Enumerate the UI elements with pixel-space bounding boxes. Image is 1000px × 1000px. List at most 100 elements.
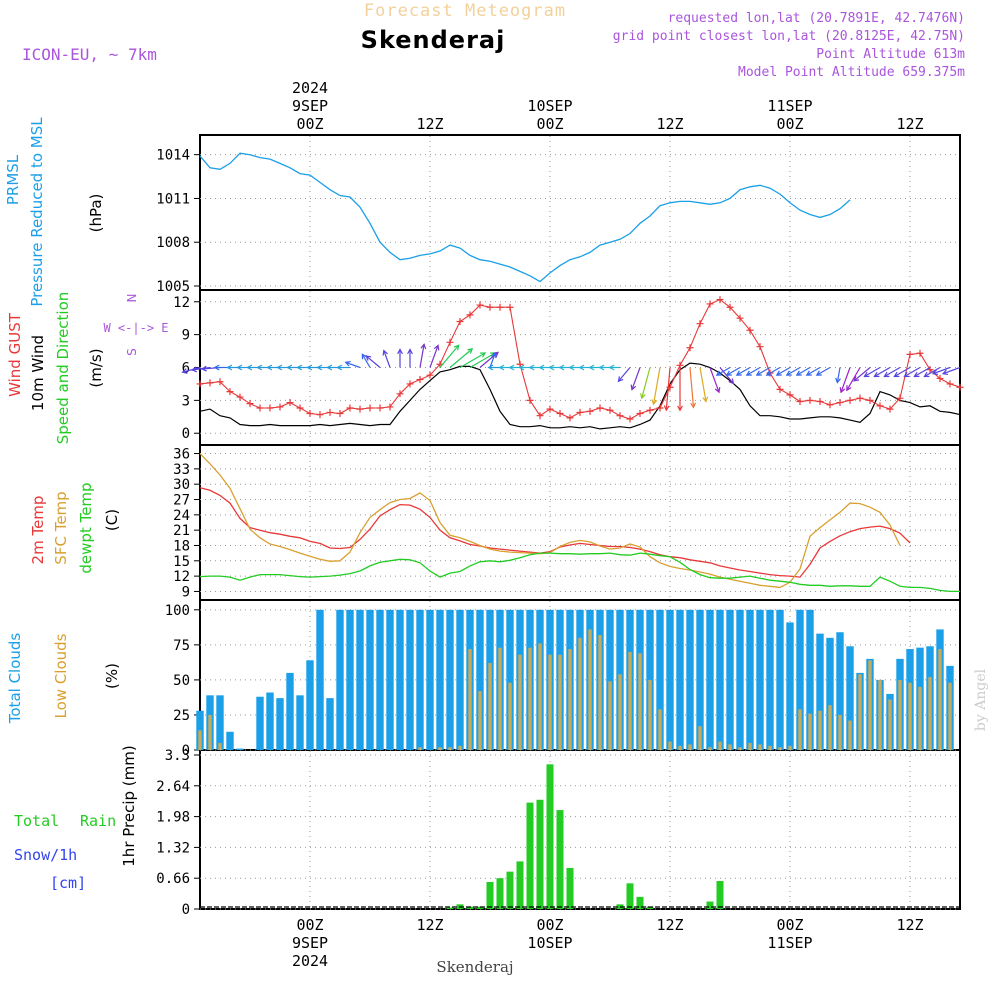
wind-arrow-head xyxy=(617,376,624,383)
low-cloud-bar xyxy=(678,745,682,750)
wind-arrow-shaft xyxy=(419,344,425,368)
wind-arrow-shaft xyxy=(756,366,771,376)
low-cloud-bar xyxy=(598,635,602,750)
y-tick-label: 33 xyxy=(173,462,190,478)
low-cloud-bar xyxy=(808,713,812,750)
gust-marker xyxy=(256,404,264,412)
total-cloud-bar xyxy=(746,609,754,750)
wind-arrow-head xyxy=(725,370,732,376)
gust-marker xyxy=(476,301,484,309)
total-cloud-bar xyxy=(336,609,344,750)
wind-arrow-head xyxy=(835,377,841,384)
low-cloud-bar xyxy=(558,654,562,750)
wind-arrow-head xyxy=(433,344,440,351)
gust-marker xyxy=(606,406,614,414)
gust-marker xyxy=(696,320,704,328)
low-cloud-bar xyxy=(908,682,912,750)
gust-marker xyxy=(326,408,334,416)
wind-arrow-head xyxy=(181,368,188,374)
pressure-ylabel: (hPa) xyxy=(87,194,105,233)
rain-bar xyxy=(446,907,454,909)
total-cloud-bar xyxy=(476,609,484,750)
rain-bar xyxy=(466,906,474,909)
wind-arrow-shaft xyxy=(884,366,901,378)
wind-arrow-head xyxy=(931,369,939,376)
gust-marker xyxy=(846,396,854,404)
wind-arrow-head xyxy=(420,343,427,350)
wind-arrow-head xyxy=(480,352,487,358)
total-cloud-bar xyxy=(796,609,804,750)
low-cloud-bar xyxy=(828,705,832,750)
wind-arrow-head xyxy=(853,375,860,382)
wind-arrow-head xyxy=(256,364,263,371)
wind-arrow-shaft xyxy=(776,366,791,376)
rain-bar xyxy=(506,871,514,909)
y-tick-label: 0 xyxy=(182,902,190,918)
gust-marker xyxy=(246,400,254,408)
wind-arrow-shaft xyxy=(689,367,695,408)
wind-arrow-head xyxy=(397,348,403,355)
total-cloud-bar xyxy=(396,609,404,750)
low-cloud-bar xyxy=(748,742,752,750)
gust-marker xyxy=(576,408,584,416)
y-tick-label: 3.3 xyxy=(165,748,190,764)
low-cloud-bar xyxy=(738,747,742,750)
gust-marker xyxy=(716,296,724,304)
wind-arrow-shaft xyxy=(383,350,391,368)
low-cloud-bar xyxy=(878,679,882,750)
gust-marker xyxy=(666,383,674,391)
gust-marker xyxy=(416,376,424,384)
total-cloud-bar xyxy=(276,698,284,750)
gust-marker xyxy=(746,326,754,334)
time-tick-label-bottom: 11SEP xyxy=(767,934,812,952)
gust-marker xyxy=(726,303,734,311)
wind-arrow-head xyxy=(344,360,351,367)
pressure-title: PRMSL xyxy=(4,154,22,205)
low-cloud-bar xyxy=(218,742,222,750)
low-cloud-bar xyxy=(928,677,932,750)
total-cloud-bar xyxy=(256,696,264,750)
low-cloud-bar xyxy=(848,720,852,750)
rain-bar xyxy=(566,867,574,909)
wind-arrow-shaft xyxy=(736,366,751,376)
total-cloud-bar xyxy=(266,692,274,750)
wind-arrow-head xyxy=(578,364,585,371)
gust-marker xyxy=(616,412,624,420)
wind10-title: 10m Wind xyxy=(29,335,47,411)
wind-arrow-head xyxy=(755,370,762,376)
wind-arrow-head xyxy=(246,364,253,371)
low-cloud-bar xyxy=(858,674,862,750)
gust-marker xyxy=(826,401,834,409)
wind-arrow-head xyxy=(702,396,709,403)
chart-subtitle: Forecast Meteogram xyxy=(364,1,566,21)
wind-arrow-head xyxy=(588,364,595,371)
precip-snow-label: Snow/1h xyxy=(14,846,77,864)
wind-arrow-shaft xyxy=(617,367,631,382)
time-tick-label-top: 12Z xyxy=(416,115,443,133)
rain-bar xyxy=(716,881,724,909)
low-cloud-bar xyxy=(628,651,632,750)
y-tick-label: 0 xyxy=(182,743,190,759)
gust-marker xyxy=(516,360,524,368)
dewpt-title: dewpt Temp xyxy=(77,482,95,573)
wind-arrow-shaft xyxy=(796,366,811,376)
gust-marker xyxy=(446,338,454,346)
wind-arrow-head xyxy=(491,351,497,359)
wind-arrow-head xyxy=(795,370,802,376)
y-tick-label: 15 xyxy=(173,554,190,570)
wind-arrow-head xyxy=(276,364,283,371)
wind-arrow-head xyxy=(306,364,313,371)
total-cloud-bar xyxy=(756,609,764,750)
y-tick-label: 9 xyxy=(182,584,190,600)
compass-axis: W <-|-> E xyxy=(103,321,168,335)
wind-arrow-shaft xyxy=(489,352,496,368)
gridpoint-coords: grid point closest lon,lat (20.8125E, 42… xyxy=(613,29,965,44)
gust-marker xyxy=(796,397,804,405)
wind-arrow-head xyxy=(236,364,243,371)
pressure-subtitle: Pressure Reduced to MSL xyxy=(28,117,46,307)
low-cloud-bar xyxy=(208,714,212,750)
total-cloud-bar xyxy=(726,609,734,750)
wind-arrow-head xyxy=(316,364,323,371)
low-cloud-bar xyxy=(718,741,722,750)
wind-arrow-head xyxy=(883,371,890,378)
